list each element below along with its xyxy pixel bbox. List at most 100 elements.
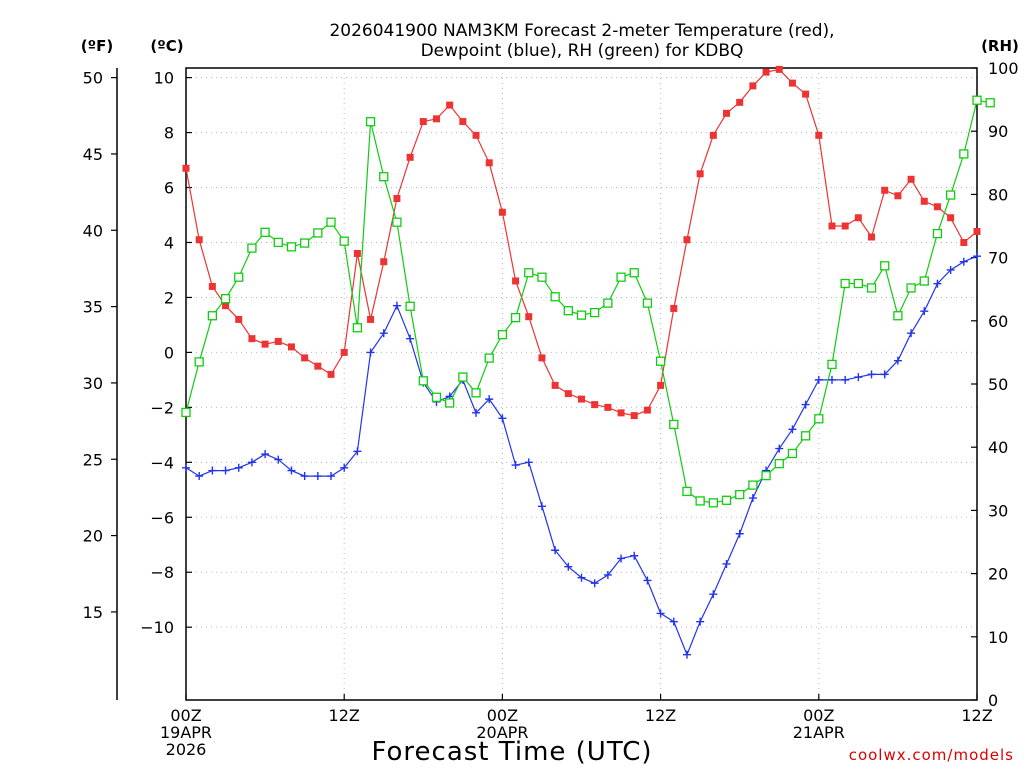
temperature-point-35 [643,406,651,414]
rh-point-41 [721,495,732,505]
rh-tick-label: 90 [988,122,1008,141]
temperature-point-9 [301,354,309,362]
dewpoint-point-22 [472,408,481,417]
rh-point-40 [708,498,718,508]
rh-point-32 [603,298,613,308]
temperature-point-15 [380,258,388,266]
dewpoint-point-55 [907,329,916,338]
temperature-point-55 [907,175,915,183]
temperature-point-34 [630,412,638,420]
dewpoint-point-30 [577,573,586,582]
temperature-point-37 [670,304,678,312]
rh-point-49 [827,359,837,370]
rh-point-58 [945,190,956,200]
rh-point-22 [471,388,481,398]
rh-point-38 [682,486,692,497]
rh-tick-label: 100 [988,59,1019,78]
dewpoint-point-25 [511,461,520,470]
dewpoint-point-52 [867,370,876,379]
temperature-point-21 [459,118,467,126]
temperature-point-57 [933,203,941,211]
dewpoint-point-42 [735,529,744,538]
rh-point-34 [629,268,639,278]
celsius-tick-label: 6 [164,179,174,198]
fahrenheit-tick-label: 50 [83,69,103,88]
temperature-point-52 [868,233,876,241]
temperature-point-33 [617,409,625,417]
rh-point-18 [418,376,428,386]
rh-tick-label: 80 [988,185,1008,204]
dewpoint-point-17 [406,334,415,343]
temperature-point-59 [960,238,968,246]
temperature-point-16 [393,195,401,203]
dewpoint-point-54 [893,356,902,365]
rh-point-2 [207,311,218,321]
temperature-point-56 [920,197,928,205]
temperature-point-12 [340,348,348,356]
dewpoint-point-31 [590,579,599,588]
rh-point-8 [286,242,297,252]
dewpoint-point-9 [300,472,309,481]
rh-point-9 [299,238,310,248]
dewpoint-point-11 [327,472,336,481]
temperature-point-42 [736,98,744,106]
fahrenheit-tick-label: 40 [83,221,103,240]
celsius-tick-label: −4 [150,453,174,472]
rh-point-15 [379,172,389,182]
rh-point-13 [352,323,363,333]
dewpoint-point-35 [643,576,652,585]
plot-frame [185,67,978,701]
fahrenheit-tick-label: 35 [83,298,103,317]
fahrenheit-tick-label: 30 [83,374,103,393]
dewpoint-point-32 [603,570,612,579]
credit-label: coolwx.com/models [849,746,1014,764]
dewpoint-point-12 [340,463,349,472]
rh-point-57 [932,228,943,239]
dewpoint-point-14 [366,348,375,357]
fahrenheit-tick-label: 45 [83,145,103,164]
x-tick-label: 21APR [793,723,845,742]
rh-point-6 [260,227,270,237]
temperature-point-31 [591,401,599,409]
celsius-tick-label: −8 [150,563,174,582]
rh-point-5 [247,243,257,253]
rh-point-46 [787,448,798,459]
dewpoint-point-15 [379,329,388,338]
dewpoint-point-50 [841,375,850,384]
fahrenheit-tick-label: 20 [83,527,103,546]
rh-point-27 [537,272,547,282]
dewpoint-point-41 [722,559,731,568]
rh-tick-label: 10 [988,628,1008,647]
dewpoint-point-10 [313,472,322,481]
fahrenheit-tick-label: 25 [83,450,103,469]
temperature-point-8 [287,343,295,351]
celsius-tick-label: −2 [150,398,174,417]
temperature-point-48 [815,131,823,139]
dewpoint-point-47 [801,400,810,409]
dewpoint-point-49 [827,375,836,384]
rh-point-37 [669,419,679,430]
dewpoint-point-4 [234,463,243,472]
temperature-point-50 [841,222,849,230]
dewpoint-point-56 [920,307,929,316]
dewpoint-point-53 [880,370,889,379]
dewpoint-point-39 [696,617,705,626]
celsius-tick-label: 10 [154,69,174,88]
dewpoint-point-26 [524,458,533,467]
chart-title-line-2: Dewpoint (blue), RH (green) for KDBQ [421,41,744,61]
temperature-point-6 [261,340,269,348]
rh-point-24 [497,330,508,340]
dewpoint-point-57 [933,279,942,288]
x-tick-label: 00Z [803,706,834,725]
rh-point-33 [616,272,626,282]
temperature-point-17 [406,153,414,161]
fahrenheit-unit-label: (ºF) [81,37,113,55]
rh-point-53 [880,261,890,271]
temperature-point-51 [854,214,862,222]
rh-point-54 [893,311,903,321]
temperature-point-3 [222,302,230,310]
temperature-point-38 [683,236,691,244]
dewpoint-point-5 [247,458,256,467]
dewpoint-point-27 [537,502,546,511]
temperature-point-4 [235,315,243,323]
